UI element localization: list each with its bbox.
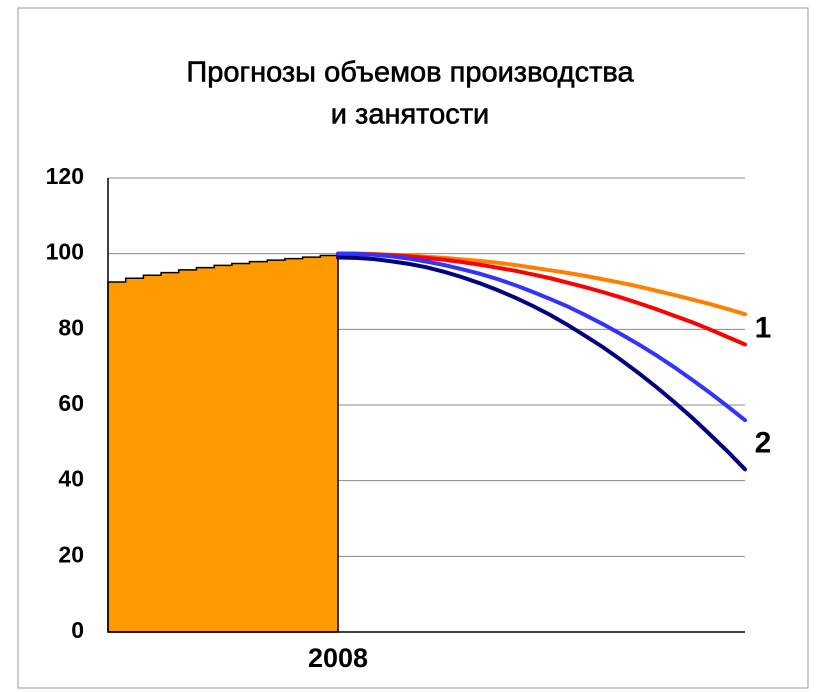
chart-title: Прогнозы объемов производства (186, 57, 634, 89)
y-tick-label: 40 (58, 466, 84, 492)
y-tick-label: 60 (58, 390, 84, 416)
frame (17, 7, 809, 689)
y-tick-label: 120 (46, 163, 84, 189)
x-tick-label: 2008 (308, 643, 368, 673)
area (107, 253, 339, 633)
y-tick-label: 100 (46, 239, 84, 265)
annotation: 1 (755, 311, 772, 344)
line (336, 251, 747, 423)
y-tick-label: 80 (58, 314, 84, 340)
y-tick-label: 20 (58, 541, 84, 567)
chart-title: и занятости (331, 99, 489, 131)
annotation: 2 (755, 427, 772, 460)
line (336, 255, 747, 472)
y-tick-label: 0 (71, 617, 84, 643)
line (336, 251, 747, 347)
